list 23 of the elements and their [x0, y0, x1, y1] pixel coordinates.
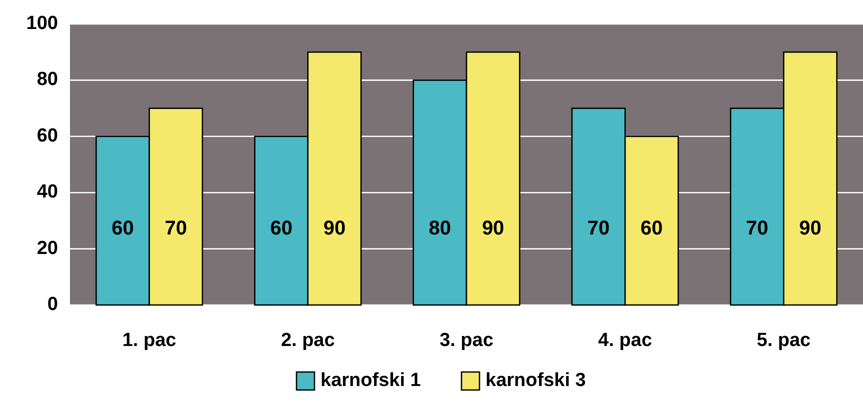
- y-tick-label: 100: [26, 13, 58, 34]
- y-tick-label: 80: [36, 69, 58, 90]
- x-tick-label: 3. pac: [440, 330, 494, 352]
- data-label: 60: [270, 217, 292, 240]
- y-tick-label: 40: [36, 182, 58, 203]
- x-tick-label: 4. pac: [598, 330, 652, 352]
- data-label: 70: [164, 217, 187, 240]
- data-label: 90: [482, 217, 504, 240]
- x-tick-label: 5. pac: [756, 330, 812, 352]
- legend-label: karnofski 1: [320, 370, 422, 392]
- y-tick-label: 60: [36, 125, 58, 146]
- data-label: 90: [799, 217, 822, 240]
- data-label: 60: [112, 217, 134, 240]
- legend-label: karnofski 3: [486, 370, 586, 392]
- data-label: 90: [323, 217, 346, 240]
- y-tick-label: 20: [36, 238, 58, 259]
- data-label: 80: [428, 217, 452, 240]
- x-tick-label: 1. pac: [122, 330, 177, 352]
- data-label: 70: [587, 217, 610, 240]
- data-label: 70: [746, 217, 768, 240]
- x-tick-label: 2. pac: [280, 330, 336, 352]
- data-label: 60: [640, 217, 663, 240]
- y-tick-label: 0: [47, 294, 58, 316]
